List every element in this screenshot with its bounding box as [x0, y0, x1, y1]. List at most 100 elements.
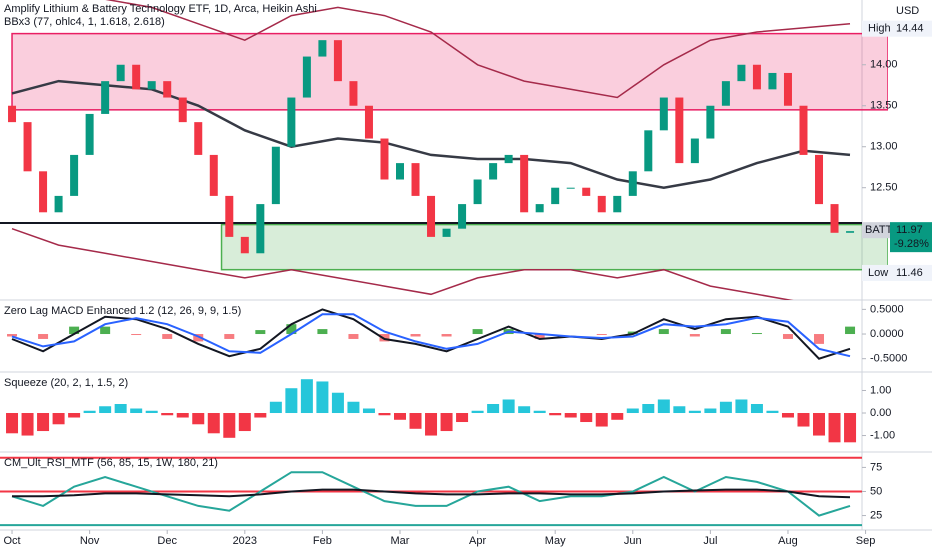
candle — [489, 163, 498, 180]
bar — [735, 399, 748, 414]
candle — [768, 72, 777, 90]
histogram-bar — [348, 334, 359, 339]
y-tick-label: 25 — [870, 509, 882, 521]
candle — [458, 204, 467, 229]
histogram-bar — [131, 334, 142, 336]
x-tick-label: Mar — [391, 535, 410, 547]
histogram-bar — [472, 329, 483, 335]
histogram-bar — [441, 334, 452, 337]
candle — [706, 105, 715, 139]
histogram-bar — [410, 334, 421, 337]
series-line — [11, 308, 851, 360]
candle — [427, 195, 436, 237]
candle — [225, 195, 234, 237]
candle — [163, 81, 172, 98]
bar — [99, 406, 112, 414]
histogram-bar — [720, 329, 731, 335]
indicator-title: BBx3 (77, ohlc4, 1, 1.618, 2.618) — [4, 16, 165, 28]
candle — [597, 195, 606, 213]
bar — [719, 401, 732, 414]
bar — [68, 413, 81, 418]
candle — [333, 40, 342, 82]
x-tick-label: May — [545, 535, 566, 547]
candle — [147, 81, 156, 90]
candle — [846, 231, 855, 233]
histogram-bar — [596, 334, 607, 336]
histogram-bar — [782, 334, 793, 339]
candle — [442, 228, 451, 237]
candle — [70, 154, 79, 196]
histogram-bar — [845, 326, 856, 335]
bar — [176, 413, 189, 418]
y-tick-label: 1.00 — [870, 384, 891, 396]
band-line — [11, 227, 794, 300]
histogram-bar — [7, 334, 18, 337]
x-tick-label: Apr — [469, 535, 486, 547]
last-symbol-box — [862, 222, 890, 239]
bar — [487, 404, 500, 414]
zone — [220, 223, 888, 271]
series-line — [11, 313, 851, 358]
x-tick-label: Oct — [3, 535, 20, 547]
bar — [331, 392, 344, 414]
bar — [471, 410, 484, 414]
bar — [456, 413, 469, 423]
last-change: -9.28% — [894, 238, 929, 250]
bar — [533, 410, 546, 414]
bar — [813, 413, 826, 436]
bar — [6, 413, 19, 434]
y-tick-label: 75 — [870, 461, 882, 473]
bar — [192, 413, 205, 425]
candle — [256, 204, 265, 254]
x-tick-label: Aug — [778, 535, 798, 547]
bar — [52, 413, 65, 425]
pane — [0, 0, 888, 300]
candle — [85, 113, 94, 155]
candle — [396, 163, 404, 180]
bar — [564, 413, 577, 418]
candle — [209, 154, 218, 196]
currency: USD — [896, 5, 919, 17]
bar — [37, 413, 50, 432]
bar — [549, 413, 562, 416]
bar — [409, 413, 422, 429]
histogram-bar — [627, 331, 638, 335]
low-label: Low — [868, 267, 888, 279]
candle — [504, 154, 513, 164]
x-tick-label: Jun — [624, 535, 642, 547]
histogram-bar — [658, 329, 669, 335]
series-line — [12, 488, 851, 499]
series-line — [11, 471, 851, 517]
candle — [473, 179, 482, 205]
bar — [269, 401, 282, 414]
histogram-bar — [100, 326, 111, 335]
candle — [23, 122, 32, 172]
candle — [302, 56, 311, 98]
candle — [644, 130, 653, 172]
histogram-bar — [689, 334, 700, 337]
y-tick-label: 0.5000 — [870, 303, 904, 315]
candle — [721, 81, 730, 106]
candle — [380, 138, 389, 180]
x-tick-label: Nov — [80, 535, 100, 547]
bar — [394, 413, 406, 420]
last-symbol: BATT — [865, 224, 893, 236]
high-label: High — [868, 23, 891, 35]
candle — [628, 171, 637, 196]
bar — [502, 399, 515, 414]
candle — [178, 97, 187, 123]
x-tick-label: Feb — [313, 535, 332, 547]
last-box — [890, 222, 932, 253]
candle — [39, 171, 48, 213]
bar — [114, 404, 127, 414]
candle — [271, 146, 280, 205]
candle — [318, 40, 327, 57]
candle — [815, 154, 824, 205]
pane — [6, 379, 857, 443]
last-value: 11.97 — [896, 224, 923, 236]
candle — [116, 64, 125, 82]
y-tick-label: 14.00 — [870, 59, 898, 71]
bar — [704, 408, 717, 414]
candle — [349, 81, 358, 106]
bar — [611, 413, 624, 420]
